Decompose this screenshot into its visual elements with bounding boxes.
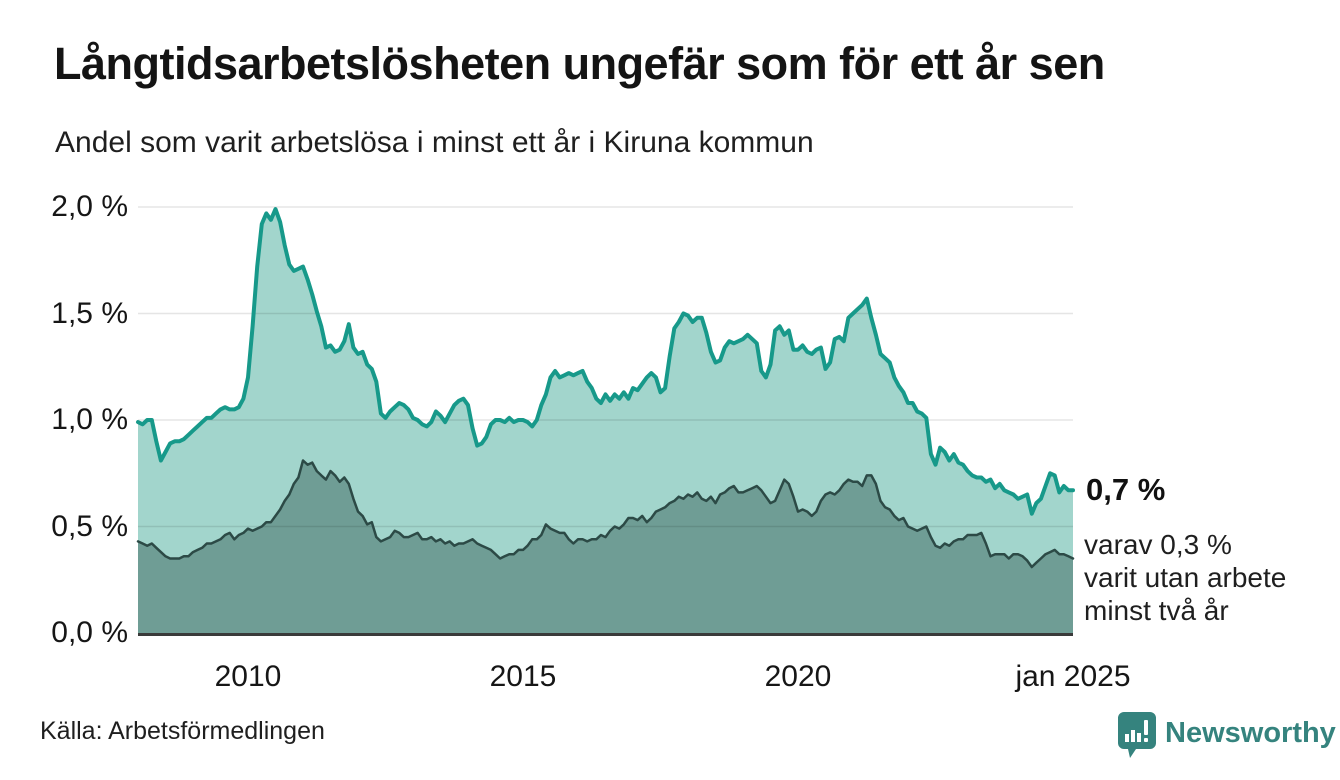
newsworthy-logo-text: Newsworthy (1165, 717, 1336, 749)
page-title: Långtidsarbetslösheten ungefär som för e… (54, 38, 1105, 89)
series-two-year-line (136, 459, 1075, 569)
y-tick-label: 1,0 % (51, 403, 128, 436)
gridlines (138, 206, 1073, 528)
source-note: Källa: Arbetsförmedlingen (40, 717, 325, 745)
end-detail-line: minst två år (1084, 595, 1229, 626)
end-detail-line: varit utan arbete (1084, 562, 1287, 593)
x-tick-label: 2010 (214, 660, 282, 693)
x-tick-label: 2015 (489, 660, 557, 693)
x-tick-label: 2020 (764, 660, 832, 693)
series-total-line (136, 207, 1075, 516)
logo-bar-chart (1125, 720, 1148, 742)
y-tick-label: 0,5 % (51, 509, 128, 543)
x-tick-label: jan 2025 (1015, 660, 1131, 693)
y-tick-label: 0,0 % (51, 616, 128, 649)
y-tick-label: 1,5 % (51, 296, 128, 330)
end-detail-line: varav 0,3 % (1084, 529, 1232, 560)
chart-subtitle: Andel som varit arbetslösa i minst ett å… (55, 126, 814, 159)
newsworthy-logo-icon (1118, 712, 1156, 758)
end-value-label: 0,7 % (1086, 472, 1166, 508)
end-detail-label: varav 0,3 % varit utan arbete minst två … (1084, 528, 1286, 627)
y-tick-label: 2,0 % (51, 190, 128, 223)
newsworthy-logo: Newsworthy (1117, 711, 1336, 759)
series-two-year-area (138, 460, 1073, 633)
